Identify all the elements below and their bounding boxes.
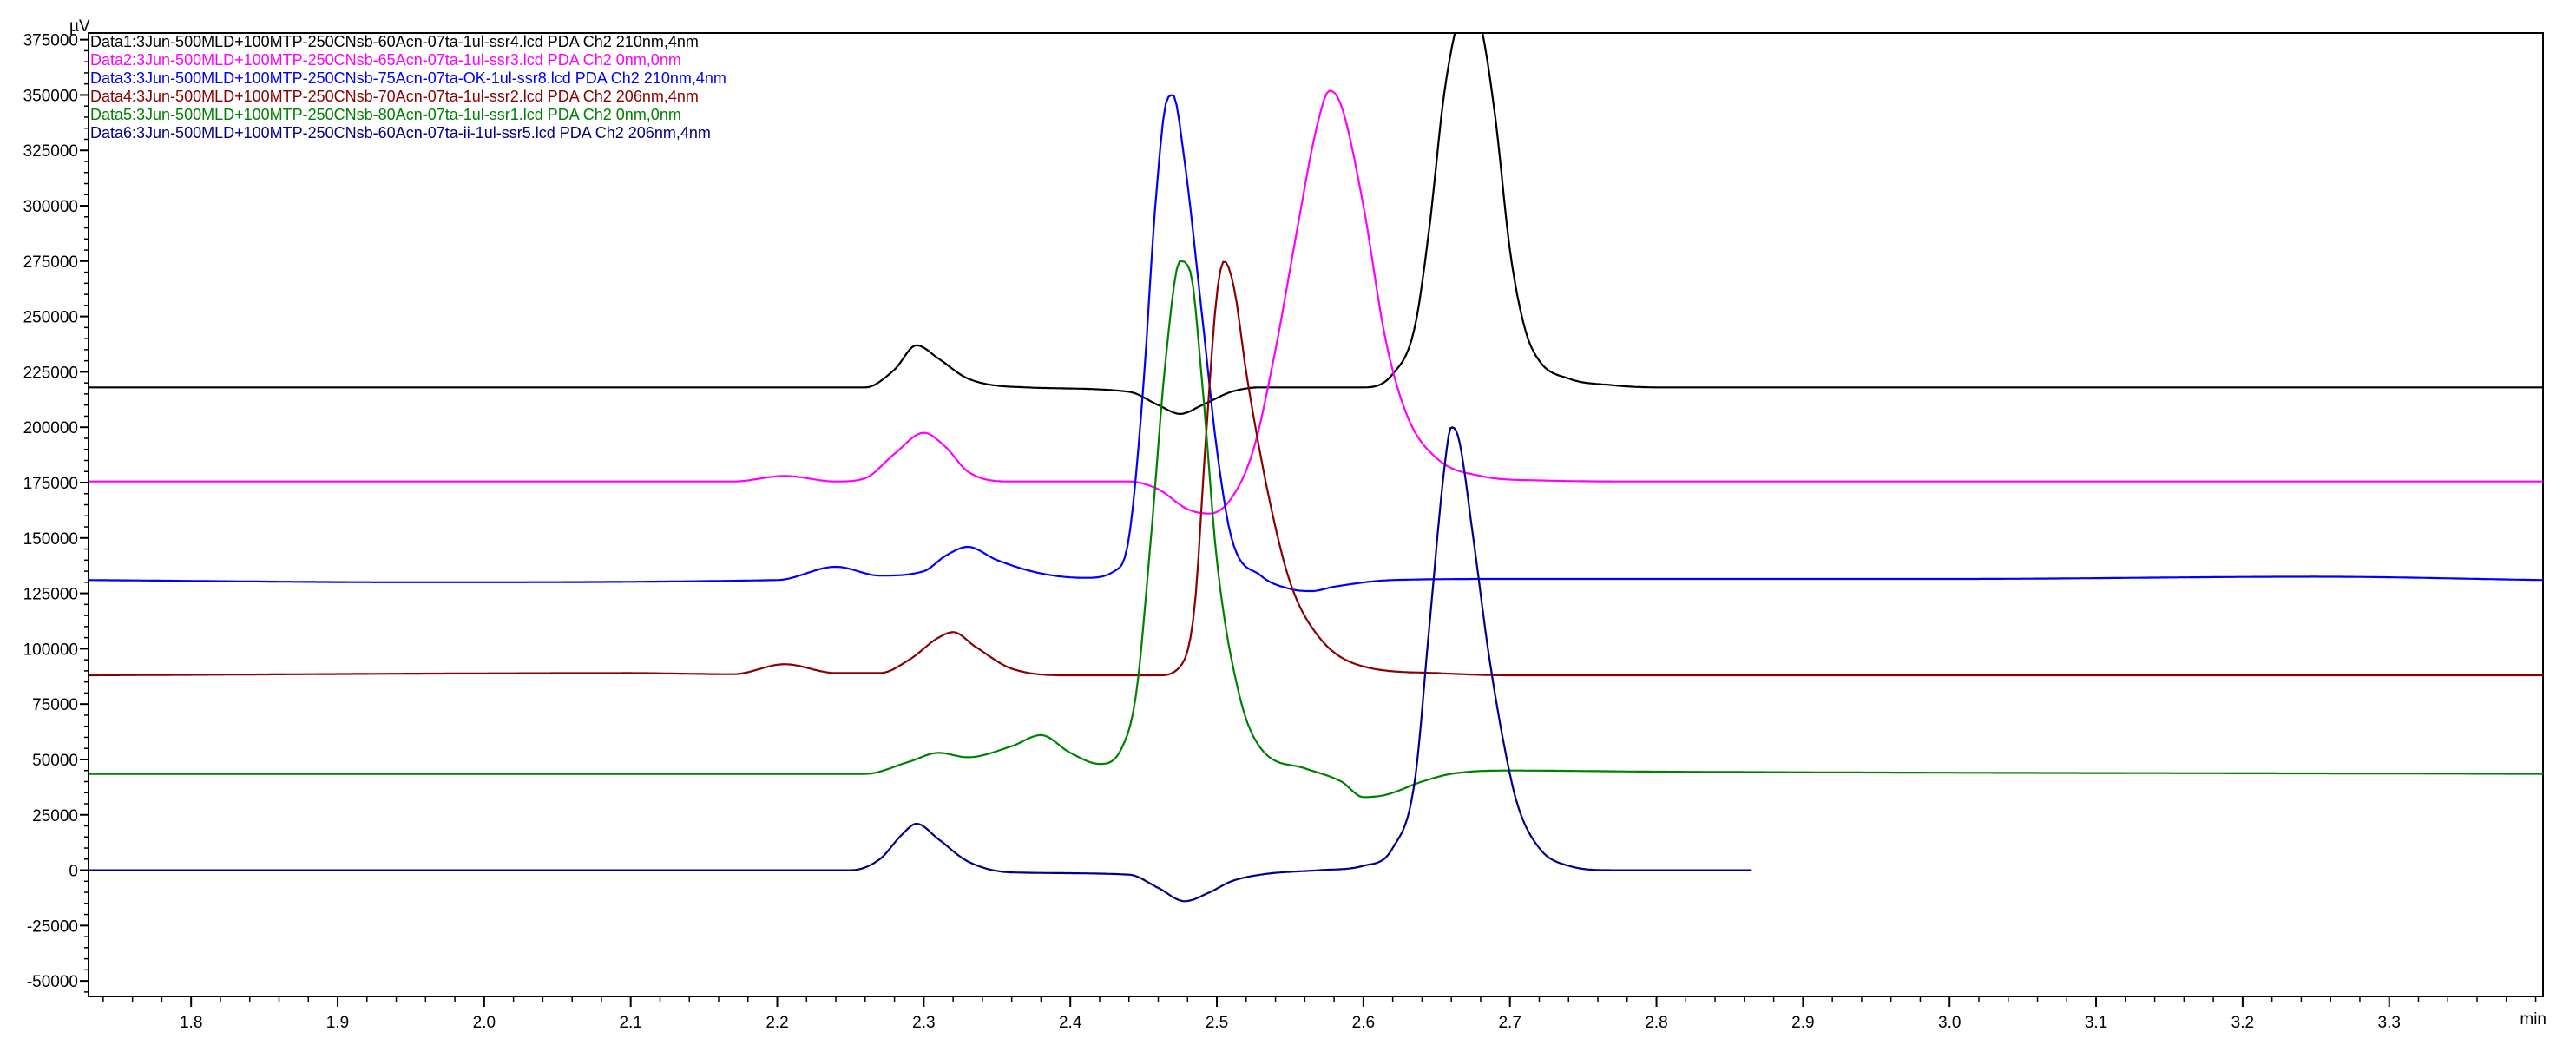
x-tick-label-4: 2.2 <box>766 1014 788 1032</box>
y-tick-label-13: 50000 <box>32 752 78 770</box>
y-tick-label-3: 300000 <box>23 198 78 216</box>
x-axis-unit-label: min <box>2520 1010 2546 1029</box>
legend-entry-5: Data5:3Jun-500MLD+100MTP-250CNsb-80Acn-0… <box>90 106 681 123</box>
y-tick-label-1: 350000 <box>23 87 78 105</box>
x-tick-label-11: 2.9 <box>1791 1014 1814 1032</box>
y-tick-label-6: 225000 <box>23 364 78 382</box>
plot-frame <box>88 32 2544 997</box>
x-tick-label-15: 3.3 <box>2378 1014 2401 1032</box>
legend-entry-2: Data2:3Jun-500MLD+100MTP-250CNsb-65Acn-0… <box>90 51 681 69</box>
axis-layer: 1.8 1.9 2.0 2.1 2.2 2.3 2.4 2.5 2.6 2.7 2.8 2.9 3.0 3… <box>23 32 2537 1032</box>
x-tick-label-7: 2.5 <box>1206 1014 1228 1032</box>
series-layer <box>89 33 2543 903</box>
legend-entry-6: Data6:3Jun-500MLD+100MTP-250CNsb-60Acn-0… <box>90 124 711 141</box>
x-tick-label-0: 1.8 <box>180 1014 202 1032</box>
x-tick-label-10: 2.8 <box>1645 1014 1667 1032</box>
x-tick-label-12: 3.0 <box>1938 1014 1961 1032</box>
y-tick-label-15: 0 <box>69 863 78 881</box>
series-line-1 <box>89 33 2543 416</box>
y-tick-label-14: 25000 <box>32 807 78 825</box>
legend-entry-1: Data1:3Jun-500MLD+100MTP-250CNsb-60Acn-0… <box>90 33 699 50</box>
y-tick-label-5: 250000 <box>23 309 78 327</box>
series-line-3 <box>89 94 2543 593</box>
x-tick-label-14: 3.2 <box>2231 1014 2254 1032</box>
x-tick-label-13: 3.1 <box>2085 1014 2107 1032</box>
y-tick-label-16: -25000 <box>27 917 78 936</box>
y-tick-label-0: 375000 <box>23 32 78 50</box>
series-line-4 <box>89 260 2543 677</box>
x-tick-label-3: 2.1 <box>619 1014 641 1032</box>
series-line-2 <box>89 89 2543 515</box>
legend: Data1:3Jun-500MLD+100MTP-250CNsb-60Acn-0… <box>90 33 726 141</box>
y-tick-label-8: 175000 <box>23 475 78 493</box>
y-tick-label-17: -50000 <box>27 973 78 991</box>
y-tick-label-4: 275000 <box>23 253 78 272</box>
x-tick-label-5: 2.3 <box>912 1014 935 1032</box>
legend-entry-3: Data3:3Jun-500MLD+100MTP-250CNsb-75Acn-0… <box>90 69 726 87</box>
y-tick-label-7: 200000 <box>23 419 78 437</box>
x-tick-label-8: 2.6 <box>1352 1014 1375 1032</box>
y-tick-label-11: 100000 <box>23 641 78 659</box>
y-tick-label-10: 125000 <box>23 586 78 604</box>
series-line-5 <box>89 260 2543 799</box>
y-tick-label-2: 325000 <box>23 142 78 161</box>
x-tick-label-6: 2.4 <box>1059 1014 1082 1032</box>
y-tick-label-9: 150000 <box>23 530 78 549</box>
x-tick-label-1: 1.9 <box>326 1014 349 1032</box>
x-tick-label-9: 2.7 <box>1498 1014 1521 1032</box>
y-axis-unit-label: µV <box>69 17 90 36</box>
series-line-6 <box>89 426 1752 903</box>
legend-entry-4: Data4:3Jun-500MLD+100MTP-250CNsb-70Acn-0… <box>90 88 699 105</box>
y-tick-label-12: 75000 <box>32 696 78 714</box>
x-tick-label-2: 2.0 <box>473 1014 496 1032</box>
